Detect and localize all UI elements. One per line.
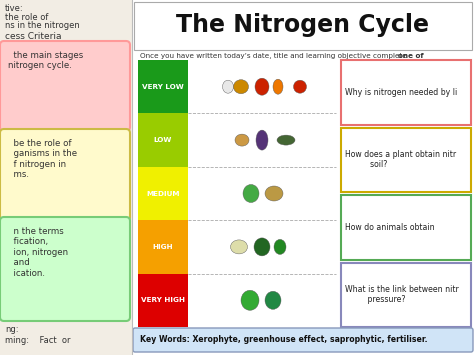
Text: n the terms
  fication,
  ion, nitrogen
  and
  ication.: n the terms fication, ion, nitrogen and … [8,227,68,278]
Text: VERY HIGH: VERY HIGH [141,297,185,303]
Text: What is the link between nitr
         pressure?: What is the link between nitr pressure? [345,285,459,305]
Ellipse shape [293,80,307,93]
Text: Key Words: Xerophyte, greenhouse effect, saprophytic, fertiliser.: Key Words: Xerophyte, greenhouse effect,… [140,335,428,344]
Text: tive:: tive: [5,4,24,13]
Bar [188,60,336,327]
Text: VERY LOW: VERY LOW [142,84,184,90]
Ellipse shape [274,239,286,255]
Ellipse shape [256,130,268,150]
Bar [134,2,472,50]
Ellipse shape [243,185,259,202]
Text: How does a plant obtain nitr
          soil?: How does a plant obtain nitr soil? [345,150,456,169]
Text: the main stages
nitrogen cycle.: the main stages nitrogen cycle. [8,51,83,70]
Text: be the role of
  ganisms in the
  f nitrogen in
  ms.: be the role of ganisms in the f nitrogen… [8,139,77,179]
Ellipse shape [222,80,234,93]
Bar [138,220,188,274]
FancyBboxPatch shape [133,328,473,352]
FancyBboxPatch shape [0,217,130,321]
Bar [341,262,471,327]
Bar [341,195,471,260]
Text: ns in the nitrogen: ns in the nitrogen [5,21,80,30]
Ellipse shape [265,186,283,201]
Bar [341,60,471,125]
Ellipse shape [241,290,259,310]
Bar [138,60,188,113]
FancyBboxPatch shape [0,41,130,131]
Text: the role of: the role of [5,13,48,22]
Text: cess Criteria: cess Criteria [5,32,62,41]
Bar [138,274,188,327]
Text: one of: one of [398,53,424,59]
Ellipse shape [235,134,249,146]
Ellipse shape [265,291,281,309]
Text: MEDIUM: MEDIUM [146,191,180,197]
Text: HIGH: HIGH [153,244,173,250]
Ellipse shape [277,135,295,145]
Text: ming:    Fact  or: ming: Fact or [5,336,71,345]
Text: LOW: LOW [154,137,172,143]
Bar [341,127,471,192]
Ellipse shape [254,238,270,256]
Text: How do animals obtain: How do animals obtain [345,223,435,232]
Bar [0,0,132,355]
Bar [138,113,188,167]
Ellipse shape [234,80,248,94]
Text: Why is nitrogen needed by li: Why is nitrogen needed by li [345,88,457,97]
Ellipse shape [230,240,247,254]
Ellipse shape [273,79,283,94]
Text: ng:: ng: [5,325,18,334]
Text: The Nitrogen Cycle: The Nitrogen Cycle [176,13,429,37]
Text: Once you have written today’s date, title and learning objective complete: Once you have written today’s date, titl… [140,53,409,59]
Ellipse shape [255,78,269,95]
Bar [138,167,188,220]
FancyBboxPatch shape [0,129,130,221]
